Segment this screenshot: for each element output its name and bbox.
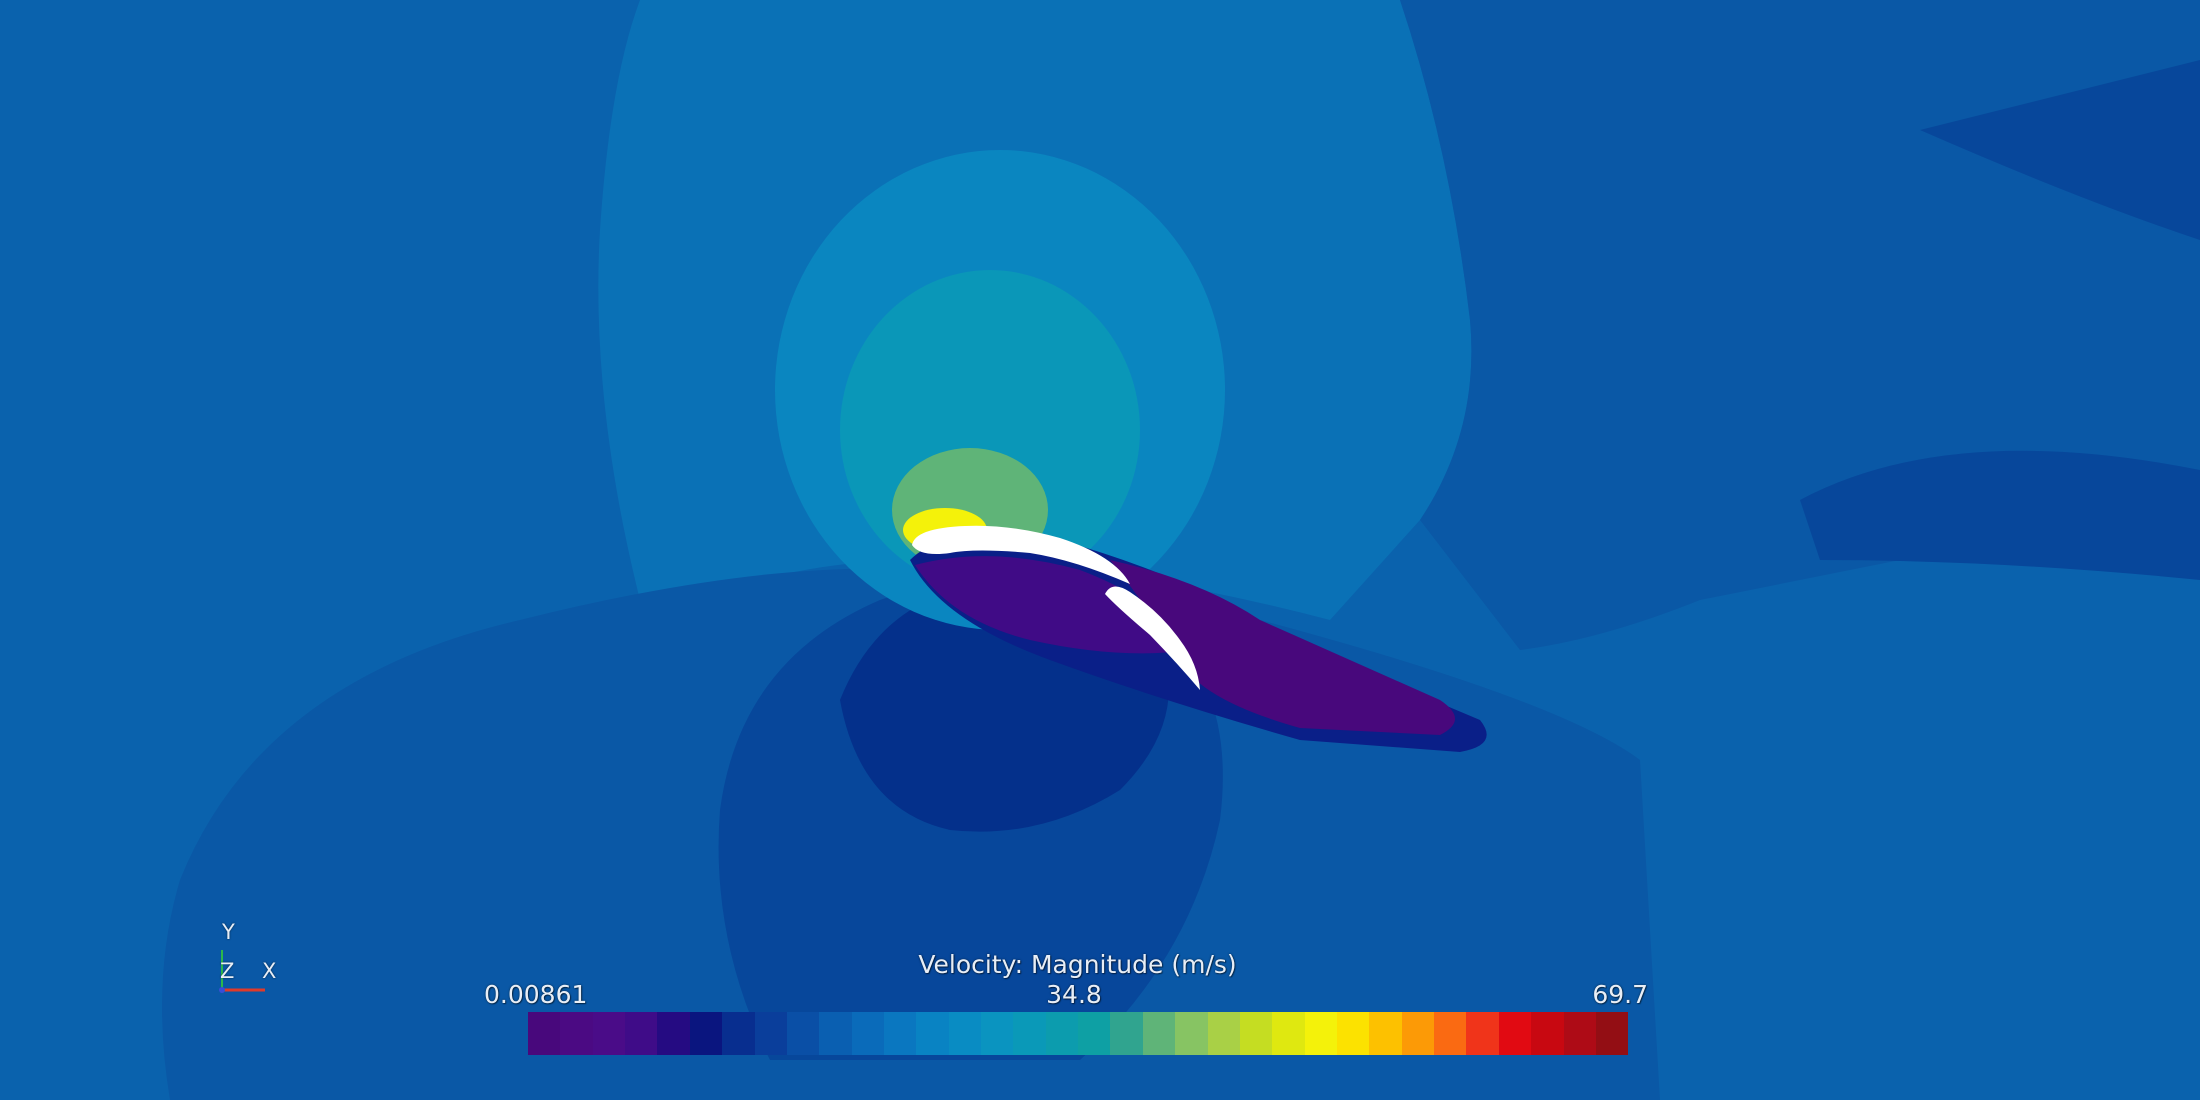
axis-y-label: Y bbox=[222, 920, 235, 944]
colorbar-swatch bbox=[786, 1012, 820, 1055]
colorbar-swatch bbox=[883, 1012, 917, 1055]
colorbar-swatch bbox=[689, 1012, 723, 1055]
colorbar-swatch bbox=[560, 1012, 593, 1055]
colorbar-swatch bbox=[1110, 1012, 1143, 1055]
colorbar-swatch bbox=[625, 1012, 658, 1055]
colorbar-swatch bbox=[1272, 1012, 1305, 1055]
z-axis-dot bbox=[219, 987, 225, 993]
airfoil-flap bbox=[1105, 586, 1200, 690]
contour-wake-core bbox=[1110, 560, 1455, 735]
colorbar-swatch bbox=[981, 1012, 1014, 1055]
colorbar-swatch bbox=[1369, 1012, 1402, 1055]
colorbar-swatch bbox=[1175, 1012, 1208, 1055]
colorbar-swatch bbox=[1531, 1012, 1564, 1055]
axis-x-label: X bbox=[262, 959, 277, 983]
axis-z-label: Z bbox=[220, 959, 235, 983]
colorbar-swatch bbox=[819, 1012, 852, 1055]
legend-min-value: 0.00861 bbox=[484, 980, 588, 1009]
colorbar-swatch bbox=[1498, 1012, 1532, 1055]
colorbar-swatch bbox=[851, 1012, 884, 1055]
colorbar-swatch bbox=[722, 1012, 755, 1055]
colorbar-swatch bbox=[1595, 1012, 1629, 1055]
colorbar-swatch bbox=[1434, 1012, 1467, 1055]
legend-mid-value: 34.8 bbox=[1046, 980, 1102, 1009]
colorbar-swatch bbox=[1078, 1012, 1111, 1055]
colorbar bbox=[528, 1012, 1629, 1055]
colorbar-swatch bbox=[657, 1012, 690, 1055]
colorbar-swatch bbox=[1336, 1012, 1370, 1055]
legend-max-value: 69.7 bbox=[1592, 980, 1648, 1009]
colorbar-swatch bbox=[1304, 1012, 1337, 1055]
legend-title: Velocity: Magnitude (m/s) bbox=[918, 950, 1237, 979]
axes-triad-graphic bbox=[219, 950, 265, 993]
colorbar-swatch bbox=[1207, 1012, 1240, 1055]
colorbar-swatch bbox=[1239, 1012, 1273, 1055]
colorbar-swatch bbox=[948, 1012, 982, 1055]
airfoil-main-element bbox=[912, 525, 1130, 584]
colorbar-swatch bbox=[592, 1012, 626, 1055]
contour-top-right-strip bbox=[1800, 450, 2200, 580]
contour-right-wedge bbox=[1920, 60, 2200, 240]
colorbar-swatch bbox=[1466, 1012, 1499, 1055]
colorbar-swatch bbox=[528, 1012, 561, 1055]
colorbar-swatch bbox=[1013, 1012, 1046, 1055]
colorbar-swatch bbox=[1045, 1012, 1079, 1055]
colorbar-swatch bbox=[1401, 1012, 1435, 1055]
colorbar-swatch bbox=[1563, 1012, 1596, 1055]
colorbar-swatch bbox=[916, 1012, 949, 1055]
contour-underside-bubble bbox=[915, 556, 1190, 654]
colorbar-swatch bbox=[1142, 1012, 1176, 1055]
colorbar-swatch bbox=[754, 1012, 787, 1055]
